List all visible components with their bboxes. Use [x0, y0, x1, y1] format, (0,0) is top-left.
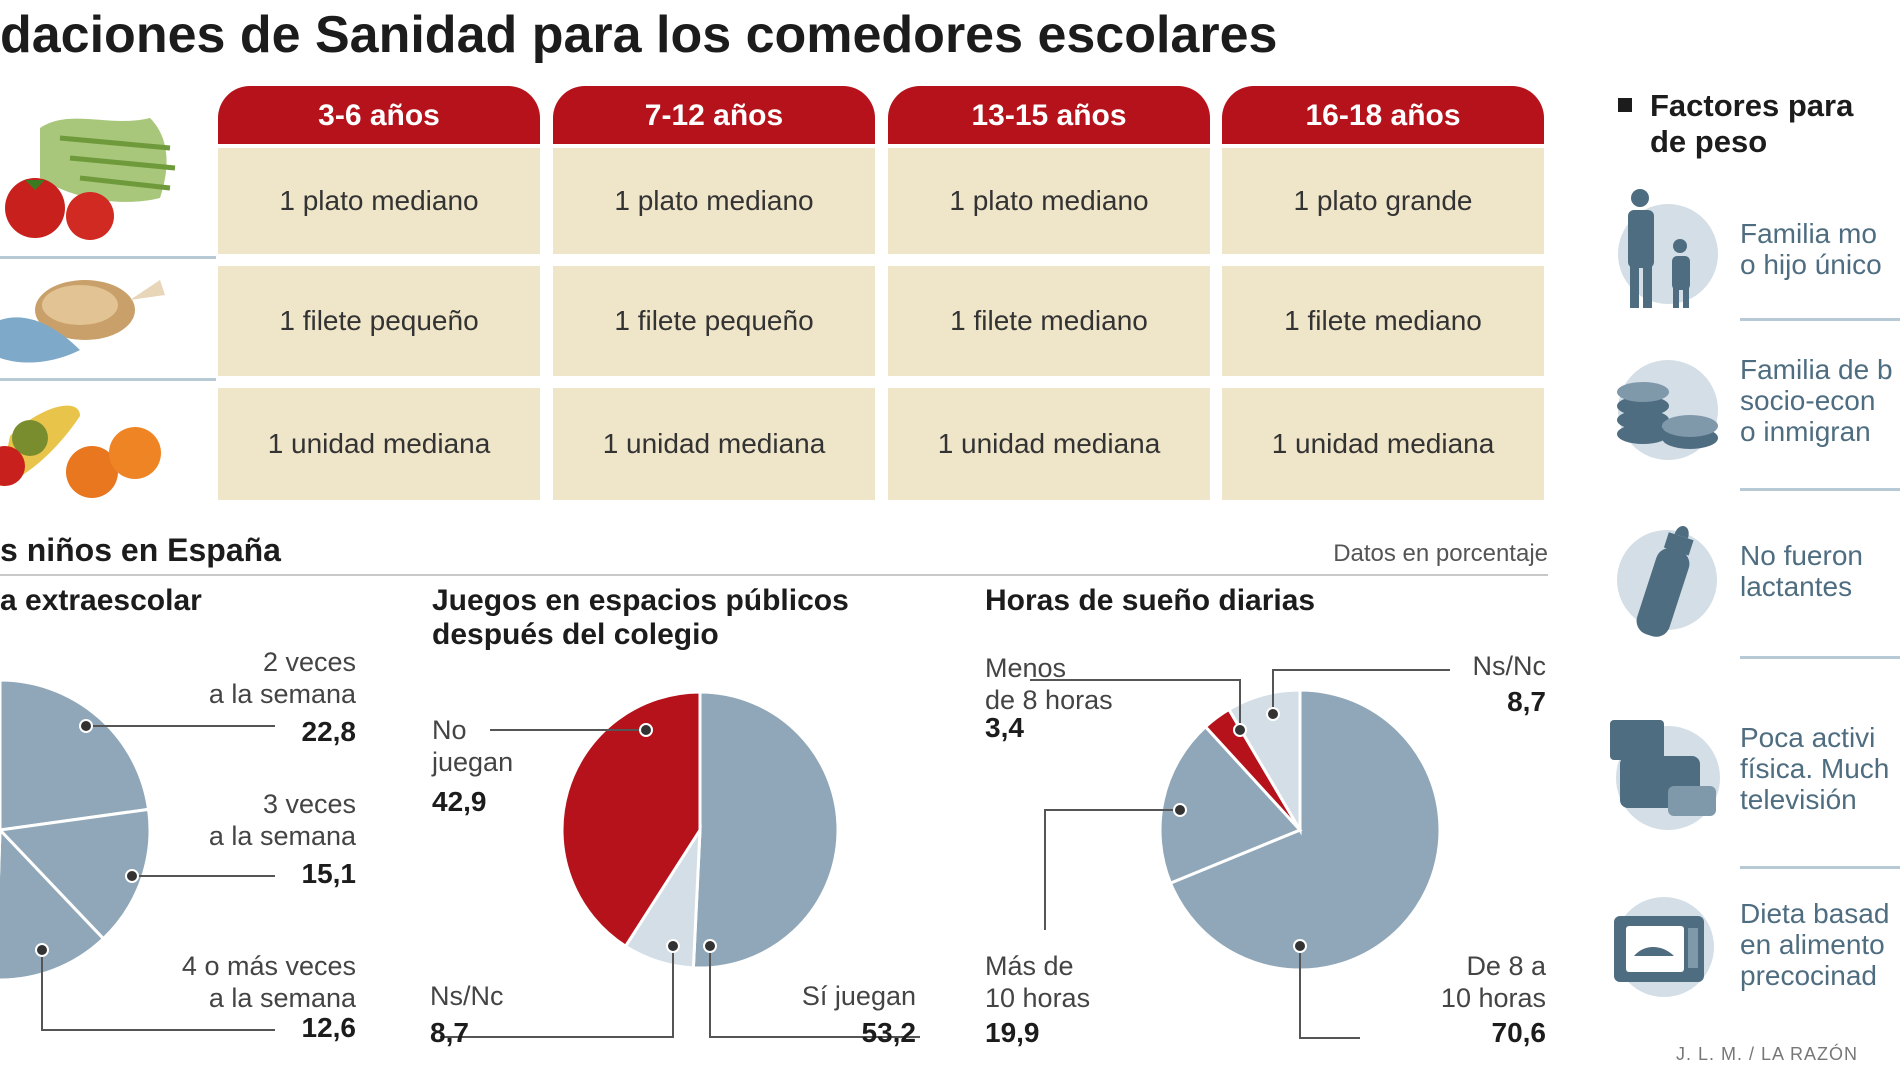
table-cell: 1 plato mediano	[218, 148, 540, 254]
chart-title: a extraescolar	[0, 584, 202, 617]
slice-value: 42,9	[432, 786, 487, 817]
age-group-header: 7-12 años	[553, 86, 875, 144]
age-group-header: 3-6 años	[218, 86, 540, 144]
leader-dot	[125, 869, 139, 883]
slice-value: 8,7	[1507, 686, 1546, 717]
leader-dot	[639, 723, 653, 737]
slice-value: 3,4	[985, 712, 1024, 743]
section-divider	[0, 574, 1548, 576]
leader-line	[440, 946, 674, 1038]
leader-dot	[79, 719, 93, 733]
factors-heading: Factores para de peso	[1650, 88, 1854, 159]
page-title: daciones de Sanidad para los comedores e…	[0, 6, 1278, 64]
leader-dot	[1233, 723, 1247, 737]
age-group-header: 16-18 años	[1222, 86, 1544, 144]
bullet-square	[1618, 98, 1632, 112]
pie-slice	[691, 690, 840, 970]
leader-line	[1299, 946, 1360, 1039]
factor-separator	[1740, 656, 1900, 659]
leader-dot	[666, 939, 680, 953]
sofa-tv-icon	[1610, 720, 1720, 830]
leader-line	[709, 946, 920, 1038]
pie-chart-juegos	[440, 690, 920, 1038]
table-cell: 1 unidad mediana	[1222, 388, 1544, 500]
pie-slice	[1158, 724, 1303, 886]
chart-title: Horas de sueño diarias	[985, 584, 1316, 617]
slice-label: De 8 a 10 horas	[1440, 951, 1546, 1013]
slice-label: Menos de 8 horas	[985, 653, 1113, 715]
table-cell: 1 filete pequeño	[553, 266, 875, 376]
family-icon	[1618, 189, 1718, 308]
slice-value: 22,8	[301, 716, 357, 747]
leader-dot	[1266, 707, 1280, 721]
factor-separator	[1740, 866, 1900, 869]
units-note: Datos en porcentaje	[1333, 540, 1548, 567]
slice-label: Más de 10 horas	[985, 951, 1091, 1013]
factor-separator	[1740, 488, 1900, 491]
pie-slice	[1226, 688, 1302, 836]
fruit-icon	[0, 405, 161, 498]
pie-slice	[0, 827, 106, 982]
vegetables-icon	[5, 118, 176, 240]
slice-label: No juegan	[432, 715, 514, 777]
table-cell: 1 filete mediano	[1222, 266, 1544, 376]
leader-dot	[35, 943, 49, 957]
factor-text: Familia de b socio-econ o inmigran	[1740, 354, 1893, 447]
age-group-header: 13-15 años	[888, 86, 1210, 144]
table-cell: 1 filete mediano	[888, 266, 1210, 376]
slice-value: 70,6	[1491, 1017, 1547, 1048]
slice-label: 3 veces a la semana	[208, 789, 356, 851]
leader-line	[41, 950, 275, 1031]
leader-line	[1044, 809, 1180, 930]
leader-dot	[1173, 803, 1187, 817]
credit: J. L. M. / LA RAZÓN	[1676, 1044, 1859, 1064]
coins-icon	[1617, 360, 1718, 460]
slice-value: 12,6	[301, 1012, 357, 1043]
factor-text: Familia mo o hijo único	[1740, 218, 1882, 280]
factor-text: Poca activi física. Much televisión	[1740, 722, 1890, 815]
slice-label: Sí juegan	[801, 981, 916, 1011]
section-subtitle: s niños en España	[0, 532, 281, 568]
leader-dot	[703, 939, 717, 953]
slice-value: 19,9	[985, 1017, 1040, 1048]
table-cell: 1 unidad mediana	[553, 388, 875, 500]
factor-text: No fueron lactantes	[1740, 540, 1863, 602]
leader-dot	[1293, 939, 1307, 953]
pie-chart-extraescolar	[0, 678, 275, 1031]
pie-chart-sueno	[1030, 669, 1450, 1039]
slice-value: 8,7	[430, 1017, 469, 1048]
leader-line	[1272, 669, 1450, 714]
pie-slice	[560, 690, 702, 949]
pie-slice	[0, 807, 152, 941]
factor-text: Dieta basad en alimento precocinad	[1740, 898, 1890, 991]
factor-separator	[1740, 318, 1900, 321]
pie-slice	[1168, 688, 1442, 972]
row-separator	[0, 378, 216, 381]
pie-slice	[0, 678, 151, 832]
table-cell: 1 plato mediano	[553, 148, 875, 254]
microwave-icon	[1614, 897, 1714, 997]
baby-bottle-icon	[1617, 526, 1717, 637]
leader-line	[1030, 679, 1241, 730]
row-separator	[0, 256, 216, 259]
table-cell: 1 plato grande	[1222, 148, 1544, 254]
slice-label: Ns/Nc	[1472, 651, 1547, 681]
slice-label: 2 veces a la semana	[208, 647, 356, 709]
slice-label: Ns/Nc	[430, 981, 504, 1011]
slice-label: 4 o más veces a la semana	[181, 951, 356, 1013]
slice-value: 53,2	[861, 1017, 917, 1048]
table-cell: 1 filete pequeño	[218, 266, 540, 376]
chart-title: Juegos en espacios públicos después del c…	[432, 584, 849, 651]
chicken-fish-icon	[0, 280, 165, 363]
table-cell: 1 unidad mediana	[888, 388, 1210, 500]
table-cell: 1 unidad mediana	[218, 388, 540, 500]
slice-value: 15,1	[301, 858, 357, 889]
table-cell: 1 plato mediano	[888, 148, 1210, 254]
